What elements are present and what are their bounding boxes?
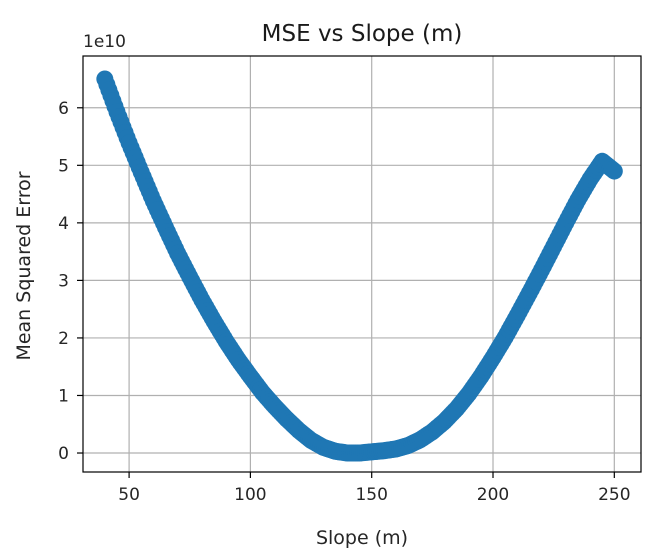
y-tick-label: 6	[58, 99, 69, 119]
y-tick-label: 3	[58, 271, 69, 291]
x-tick-label: 150	[355, 485, 387, 505]
y-axis-label: Mean Squared Error	[13, 171, 35, 360]
x-tick-label: 50	[118, 485, 140, 505]
y-tick-label: 2	[58, 329, 69, 349]
y-tick-label: 4	[58, 214, 69, 234]
y-tick-label: 5	[58, 156, 69, 176]
y-tick-label: 0	[58, 444, 69, 464]
y-tick-label: 1	[58, 386, 69, 406]
ticks-layer: 50 100 150 200 250 0 1 2 3 4 5 6	[58, 99, 630, 505]
data-point	[605, 162, 623, 180]
plot-frame	[82, 55, 642, 473]
x-axis-label: Slope (m)	[316, 527, 408, 549]
chart-title: MSE vs Slope (m)	[262, 21, 463, 47]
grid-layer	[83, 56, 641, 472]
x-tick-label: 250	[598, 485, 630, 505]
x-tick-label: 200	[477, 485, 509, 505]
x-tick-label: 100	[234, 485, 266, 505]
points-layer	[96, 70, 623, 462]
y-offset-label: 1e10	[83, 32, 126, 52]
